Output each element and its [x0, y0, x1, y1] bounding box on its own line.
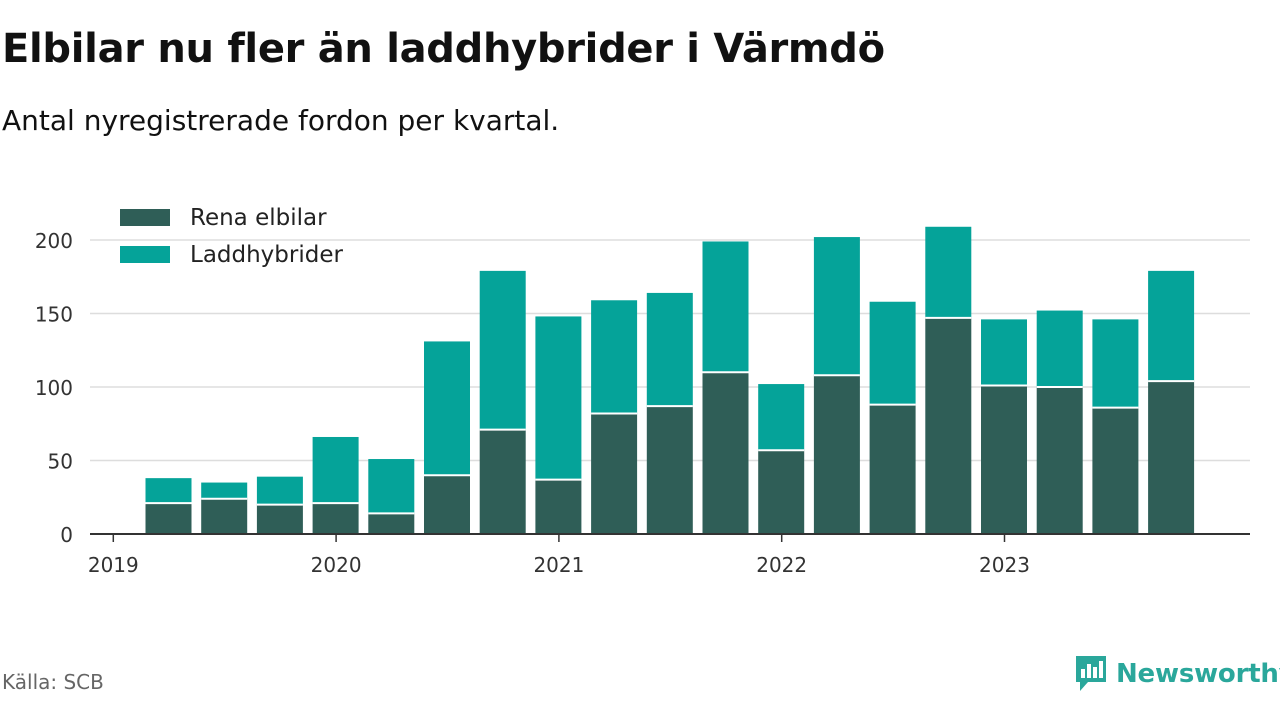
- bar-laddhybrider: [201, 482, 248, 499]
- bar-rena-elbilar: [1092, 407, 1139, 534]
- bar-laddhybrider: [256, 476, 303, 505]
- bar-rena-elbilar: [813, 375, 860, 534]
- bar-rena-elbilar: [479, 429, 526, 534]
- bar-rena-elbilar: [256, 504, 303, 534]
- brand-logo: Newsworthy: [1074, 654, 1280, 694]
- chart-subtitle: Antal nyregistrerade fordon per kvartal.: [2, 104, 560, 137]
- bar-rena-elbilar: [646, 406, 693, 534]
- bar-laddhybrider: [702, 241, 749, 373]
- bar-laddhybrider: [591, 300, 638, 414]
- chart-title: Elbilar nu fler än laddhybrider i Värmdö: [2, 26, 885, 72]
- y-tick-label: 0: [60, 523, 73, 547]
- legend-swatch: [120, 246, 170, 263]
- bar-rena-elbilar: [424, 475, 470, 534]
- bar-laddhybrider: [368, 459, 415, 514]
- x-tick-label: 2022: [756, 553, 807, 577]
- bar-laddhybrider: [813, 237, 860, 376]
- source-note: Källa: SCB: [2, 670, 104, 694]
- bar-laddhybrider: [1092, 319, 1139, 408]
- bar-laddhybrider: [312, 436, 359, 504]
- bar-rena-elbilar: [535, 479, 582, 534]
- y-tick-label: 50: [48, 450, 73, 474]
- bar-rena-elbilar: [312, 503, 359, 534]
- bar-rena-elbilar: [368, 513, 415, 534]
- bar-rena-elbilar: [145, 503, 192, 534]
- bar-rena-elbilar: [591, 413, 638, 534]
- legend-label: Laddhybrider: [190, 242, 343, 268]
- x-tick-label: 2021: [533, 553, 584, 577]
- y-tick-label: 150: [35, 303, 73, 327]
- y-tick-label: 100: [35, 376, 73, 400]
- bar-laddhybrider: [646, 292, 693, 407]
- bar-laddhybrider: [758, 384, 805, 451]
- bar-laddhybrider: [479, 270, 526, 430]
- bar-rena-elbilar: [201, 498, 248, 534]
- legend-label: Rena elbilar: [190, 205, 327, 231]
- bar-rena-elbilar: [869, 404, 916, 534]
- bar-rena-elbilar: [1036, 387, 1083, 534]
- legend-swatch: [120, 209, 170, 226]
- bar-rena-elbilar: [758, 450, 805, 534]
- bar-rena-elbilar: [981, 385, 1027, 534]
- bar-laddhybrider: [925, 226, 972, 318]
- bar-laddhybrider: [1036, 310, 1083, 387]
- bar-laddhybrider: [1148, 270, 1195, 382]
- bar-laddhybrider: [424, 341, 470, 476]
- bar-rena-elbilar: [1148, 381, 1195, 534]
- bar-laddhybrider: [981, 319, 1027, 386]
- bar-laddhybrider: [535, 316, 582, 480]
- bar-laddhybrider: [869, 301, 916, 405]
- stacked-bar-chart: 0 50 100 150 200 2019 2020 2021 2022 2023 Rena elb…: [35, 205, 1250, 577]
- bar-rena-elbilar: [925, 317, 972, 534]
- x-tick-label: 2023: [979, 553, 1030, 577]
- x-tick-label: 2019: [88, 553, 139, 577]
- newsworthy-logo-icon: [1076, 656, 1106, 691]
- x-tick-label: 2020: [311, 553, 362, 577]
- brand-name: Newsworthy: [1116, 659, 1280, 689]
- bar-laddhybrider: [145, 478, 192, 504]
- bar-rena-elbilar: [702, 372, 749, 534]
- y-tick-label: 200: [35, 229, 73, 253]
